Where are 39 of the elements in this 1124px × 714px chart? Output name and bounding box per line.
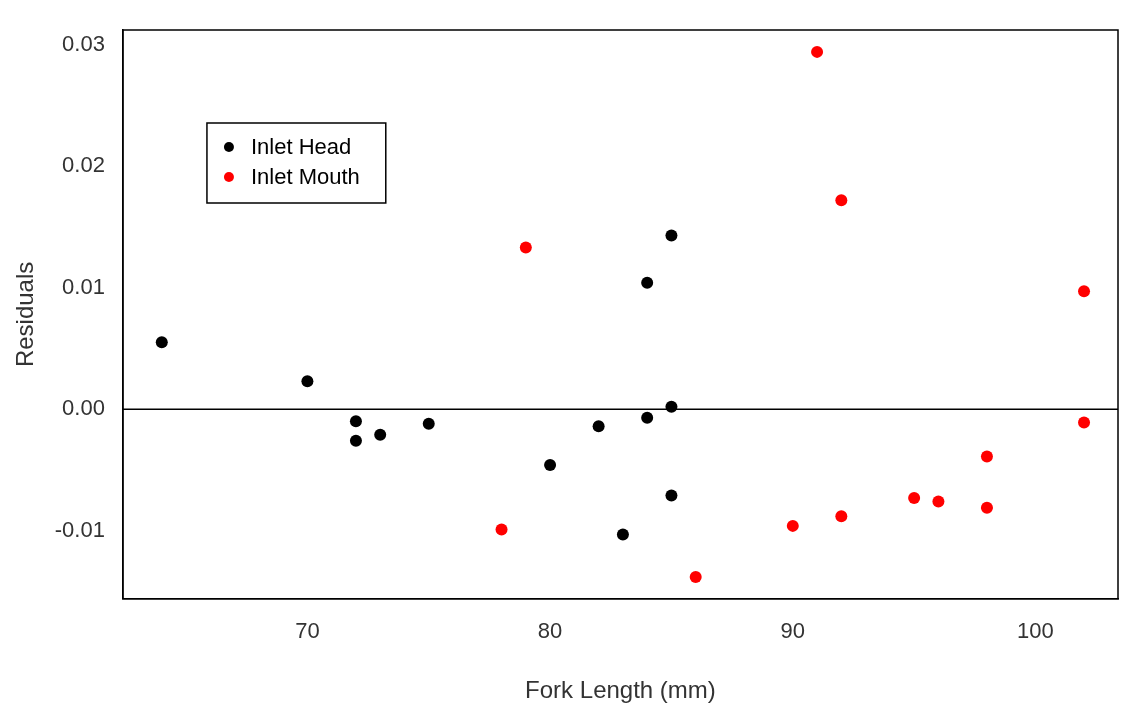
point <box>641 276 654 289</box>
x-tick-label: 90 <box>780 618 806 644</box>
x-tick-label: 80 <box>537 618 563 644</box>
y-axis-title: Residuals <box>11 261 39 368</box>
point <box>495 523 508 536</box>
legend-label: Inlet Head <box>250 134 352 160</box>
point <box>665 229 678 242</box>
point <box>932 495 945 508</box>
point <box>1078 416 1091 429</box>
point <box>835 510 848 523</box>
y-tick-label: 0.01 <box>62 273 105 299</box>
x-tick-label: 70 <box>295 618 320 644</box>
point <box>786 519 799 532</box>
point <box>349 415 362 428</box>
point <box>616 528 629 541</box>
point <box>980 450 993 463</box>
legend-label: Inlet Mouth <box>250 164 360 190</box>
point <box>301 375 314 388</box>
point <box>835 194 848 207</box>
x-axis-title: Fork Length (mm) <box>525 676 716 704</box>
point <box>908 491 921 504</box>
point <box>592 420 605 433</box>
point <box>544 459 557 472</box>
point <box>811 45 824 58</box>
point <box>349 434 362 447</box>
point <box>665 489 678 502</box>
point <box>155 336 168 349</box>
point <box>689 570 702 583</box>
point <box>1078 285 1091 298</box>
point <box>980 501 993 514</box>
y-tick-label: 0.03 <box>62 30 105 56</box>
point <box>374 428 387 441</box>
y-tick-label: 0.00 <box>62 395 105 421</box>
y-tick-label: 0.02 <box>62 152 105 178</box>
point <box>641 411 654 424</box>
y-tick-label: -0.01 <box>54 516 105 542</box>
x-tick-label: 100 <box>1017 618 1054 644</box>
point <box>422 417 435 430</box>
point <box>519 241 532 254</box>
